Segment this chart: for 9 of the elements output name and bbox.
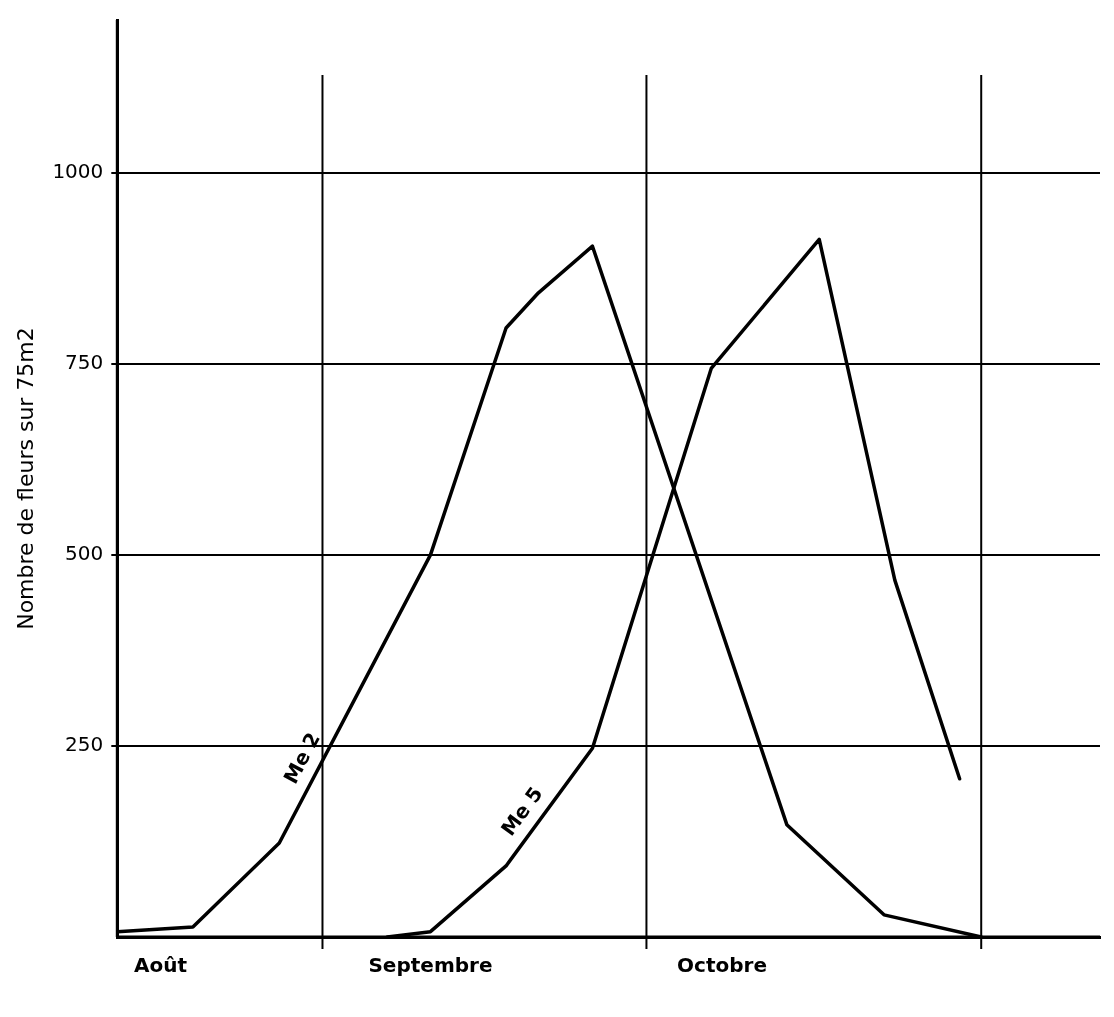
y-axis-title: Nombre de fleurs sur 75m2 xyxy=(12,327,38,630)
text: Me 5 xyxy=(495,782,548,841)
y-tick-label: 1000 xyxy=(52,159,104,184)
y-tick-label: 750 xyxy=(65,350,104,375)
x-tick-label: Octobre xyxy=(677,953,767,978)
y-tick-label: 500 xyxy=(65,541,104,566)
x-tick-label: Août xyxy=(133,953,188,978)
x-tick-label: Septembre xyxy=(368,953,493,978)
y-tick-label: 250 xyxy=(65,732,104,757)
